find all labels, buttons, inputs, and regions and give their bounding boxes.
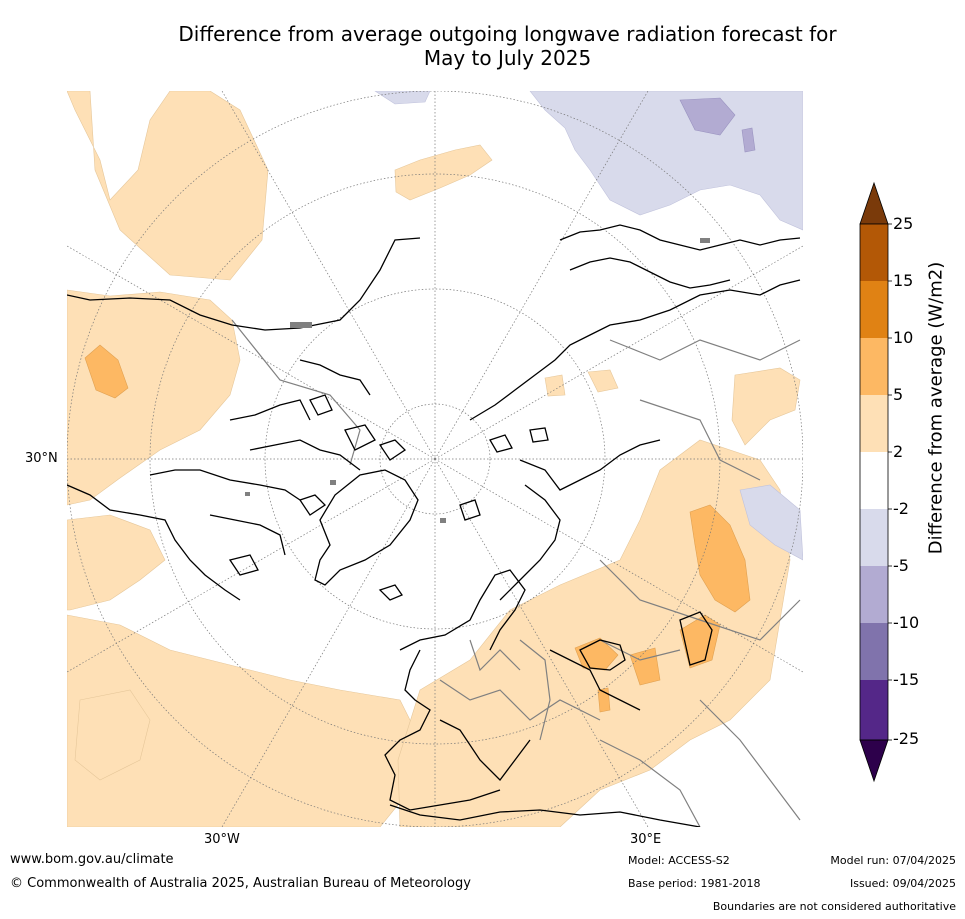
colorbar-band-m5-m2: [860, 509, 888, 566]
anomaly-minus-5-to-minus-10: [679, 97, 756, 153]
lat-label-30n: 30°N: [25, 451, 58, 466]
colorbar-tick-m10: -10: [893, 613, 920, 632]
colorbar-title: Difference from average (W/m2): [925, 261, 947, 555]
footer-base-period: Base period: 1981-2018: [628, 877, 761, 890]
colorbar-arrow-top: [859, 181, 889, 225]
country-boundaries: [231, 319, 801, 827]
missing-data: [245, 238, 710, 523]
footer-model-run: Model run: 07/04/2025: [830, 854, 956, 867]
map-title: Difference from average outgoing longwav…: [0, 22, 965, 70]
colorbar-band-m25-m15: [860, 680, 888, 740]
lon-label-30e: 30°E: [630, 832, 662, 847]
colorbar-tick-5: 5: [893, 385, 904, 404]
colorbar-tick-2: 2: [893, 442, 904, 461]
footer-model: Model: ACCESS-S2: [628, 854, 730, 867]
colorbar-band-15-25: [860, 224, 888, 281]
colorbar-tick-m15: -15: [893, 670, 920, 689]
footer-disclaimer: Boundaries are not considered authoritat…: [712, 900, 956, 913]
colorbar-band-10-15: [860, 281, 888, 338]
colorbar-arrow-bottom: [859, 739, 889, 783]
colorbar-band-5-10: [860, 338, 888, 395]
coastlines: [67, 224, 801, 827]
title-line-1: Difference from average outgoing longwav…: [178, 22, 837, 46]
colorbar-tick-15: 15: [893, 271, 914, 290]
colorbar-band-m15-m10: [860, 623, 888, 680]
lon-label-30w: 30°W: [204, 832, 240, 847]
colorbar-tick-m25: -25: [893, 729, 920, 748]
footer-copyright: © Commonwealth of Australia 2025, Austra…: [10, 876, 471, 891]
colorbar-tick-m2: -2: [893, 499, 909, 518]
anomaly-2-to-5: [67, 91, 801, 827]
colorbar-band-2-5: [860, 395, 888, 452]
colorbar: [859, 181, 892, 783]
footer-issued: Issued: 09/04/2025: [849, 877, 956, 890]
anomaly-5-to-10: [84, 344, 751, 713]
anomaly-minus-2-to-minus-5: [374, 91, 803, 561]
footer-website: www.bom.gov.au/climate: [10, 852, 174, 867]
title-line-2: May to July 2025: [423, 46, 592, 70]
map-panel: [67, 91, 803, 827]
colorbar-tick-m5: -5: [893, 556, 909, 575]
colorbar-outline: [859, 223, 889, 741]
colorbar-tick-10: 10: [893, 328, 914, 347]
colorbar-band-m10-m5: [860, 566, 888, 623]
colorbar-band-neutral: [860, 452, 888, 509]
colorbar-tick-25: 25: [893, 214, 914, 233]
